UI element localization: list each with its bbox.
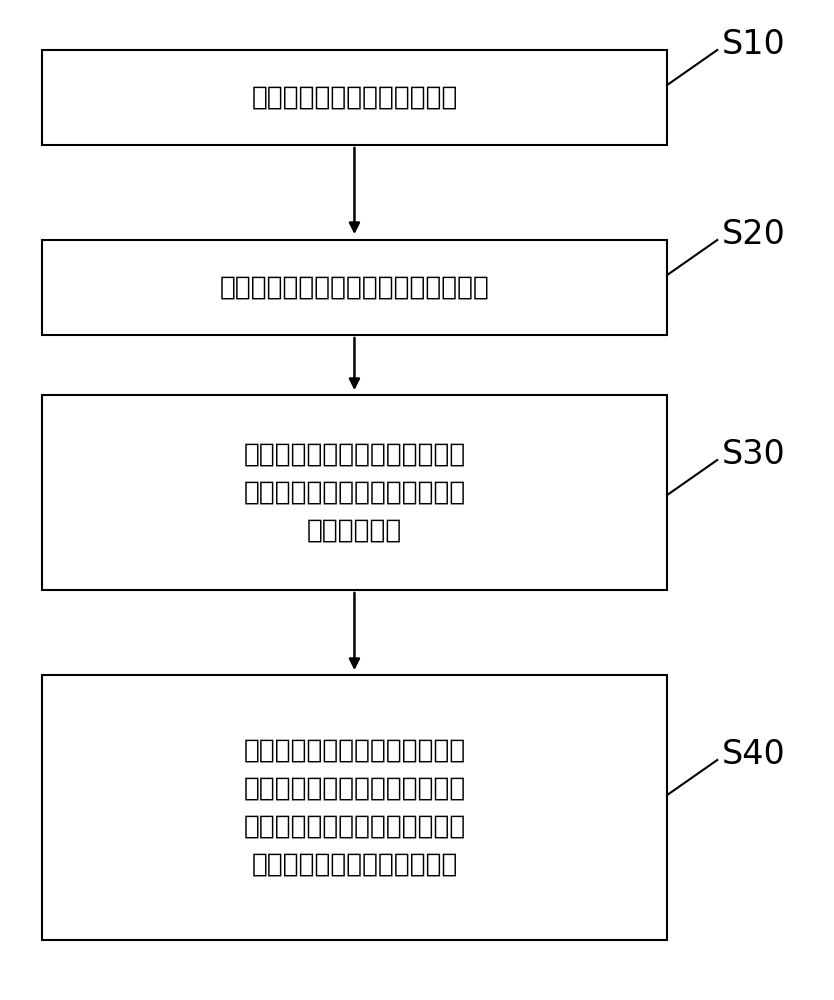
Text: S10: S10 [721, 28, 785, 62]
Bar [42, 395, 667, 590]
Bar [42, 675, 667, 940]
Text: 将所计算的蒸汽流场值与设定值
比较，当计算的所述蒸汽流场值
与设定值不一致，调整轮机排汽
通道内的均流装置的布置方式: 将所计算的蒸汽流场值与设定值 比较，当计算的所述蒸汽流场值 与设定值不一致，调整… [244, 738, 465, 878]
Text: 将排汽参数应用到轮机排汽通道
三维模型中，计算轮机排汽通道
的蒸汽流场值: 将排汽参数应用到轮机排汽通道 三维模型中，计算轮机排汽通道 的蒸汽流场值 [244, 442, 465, 544]
Text: 建立轮机排汽通道的三维模型: 建立轮机排汽通道的三维模型 [251, 85, 458, 110]
Bar [42, 240, 667, 335]
Text: S20: S20 [721, 219, 786, 251]
Bar [42, 50, 667, 145]
Text: S30: S30 [721, 438, 785, 472]
Text: S40: S40 [721, 738, 785, 772]
Text: 采集轮机排汽通道内的温度值和压力值: 采集轮机排汽通道内的温度值和压力值 [219, 274, 490, 300]
